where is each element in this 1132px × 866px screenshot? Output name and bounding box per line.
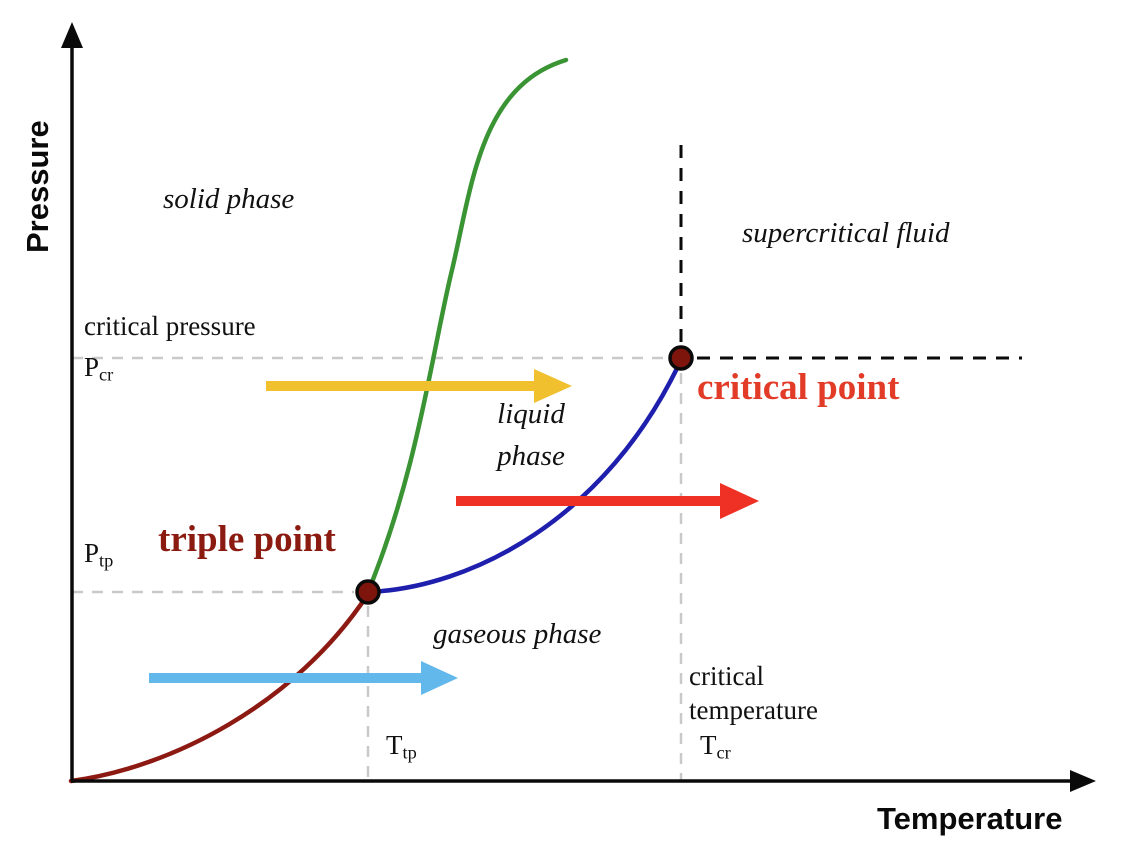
- p-tp-sub: tp: [99, 550, 114, 571]
- fusion-curve: [365, 57, 569, 595]
- triple-point-label: triple point: [158, 519, 336, 560]
- t-tp-label: Ttp: [386, 730, 417, 764]
- liquid-phase-line1: liquid: [497, 398, 565, 430]
- t-tp-base: T: [386, 730, 403, 760]
- sublimation-arrow-head: [421, 661, 458, 695]
- t-cr-base: T: [700, 730, 717, 760]
- t-cr-sub: cr: [716, 742, 731, 763]
- critical-point-label: critical point: [697, 367, 900, 408]
- y-axis-arrowhead: [61, 22, 83, 48]
- sublimation-curve: [68, 591, 371, 784]
- solid-phase-label: solid phase: [163, 183, 295, 215]
- p-tp-label: Ptp: [84, 538, 113, 572]
- critical-pressure-label: critical pressure: [84, 311, 256, 341]
- x-axis-title: Temperature: [877, 801, 1063, 836]
- x-axis-arrowhead: [1070, 770, 1096, 792]
- gaseous-phase-label: gaseous phase: [433, 618, 602, 650]
- p-cr-label: Pcr: [84, 352, 113, 386]
- melting-arrow-head: [534, 369, 572, 403]
- critical-temperature-line2: temperature: [689, 694, 818, 725]
- critical-point-dot: [668, 345, 694, 371]
- vaporization-curve: [365, 357, 684, 595]
- p-cr-sub: cr: [99, 364, 114, 385]
- liquid-phase-label: liquid phase: [466, 393, 596, 477]
- p-cr-base: P: [84, 352, 100, 382]
- vaporization-arrow-head: [720, 483, 759, 519]
- y-axis-title: Pressure: [20, 120, 55, 253]
- t-cr-label: Tcr: [700, 730, 731, 764]
- p-tp-base: P: [84, 538, 100, 568]
- triple-point-dot: [355, 579, 381, 605]
- supercritical-fluid-label: supercritical fluid: [742, 217, 950, 249]
- liquid-phase-line2: phase: [497, 440, 565, 473]
- critical-temperature-line1: critical: [689, 661, 764, 691]
- t-tp-sub: tp: [402, 742, 417, 763]
- critical-temperature-label: critical temperature: [689, 660, 818, 728]
